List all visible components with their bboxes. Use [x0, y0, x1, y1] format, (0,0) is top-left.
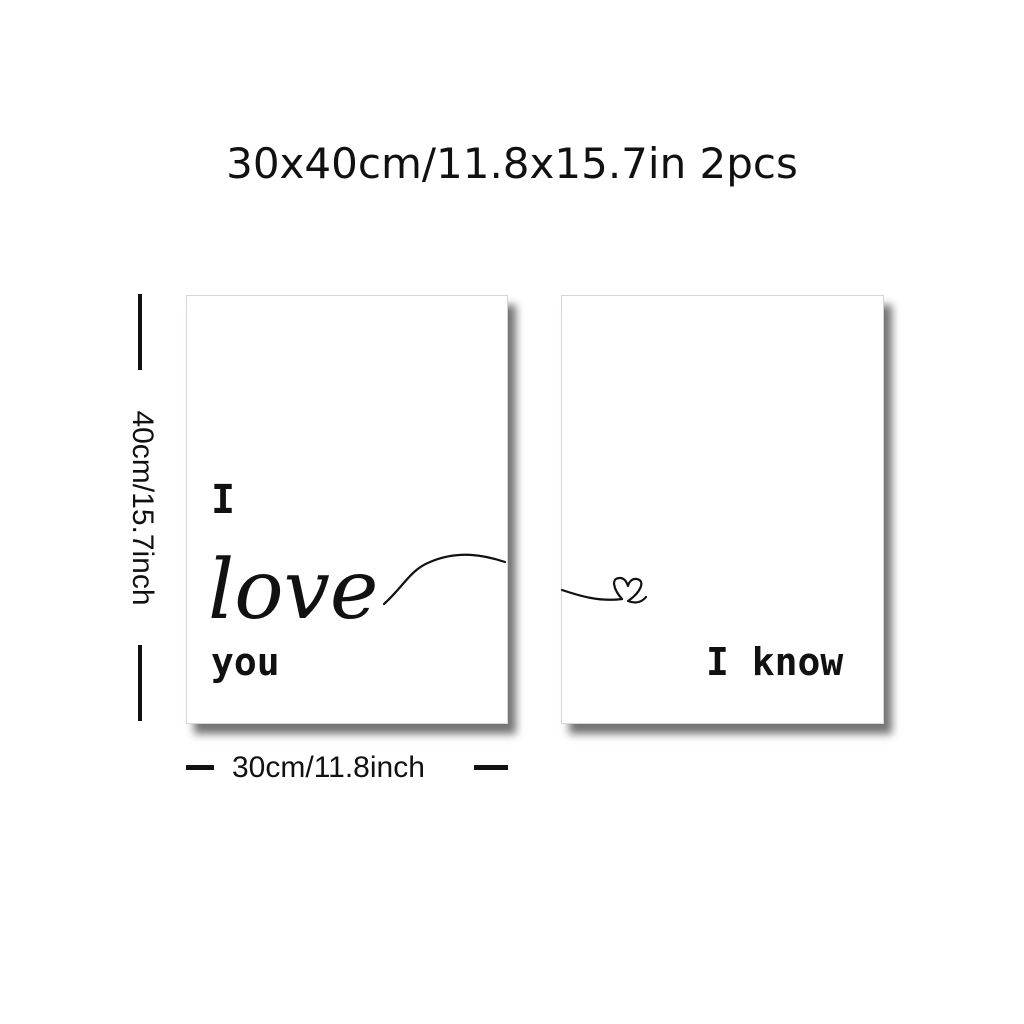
- height-dimension-label: 40cm/15.7inch: [126, 410, 159, 606]
- size-title: 30x40cm/11.8x15.7in 2pcs: [226, 139, 798, 188]
- right-panel-text-i-know: I know: [706, 640, 844, 684]
- left-panel-word-you: you: [211, 640, 280, 684]
- height-dimension-line-bottom: [138, 645, 142, 721]
- left-panel-word-i: I: [211, 477, 236, 523]
- width-dimension-line-right: [474, 765, 508, 770]
- height-dimension-line-top: [138, 294, 142, 370]
- width-dimension-label: 30cm/11.8inch: [232, 751, 425, 784]
- left-print-panel: [186, 295, 508, 724]
- width-dimension-line-left: [186, 765, 214, 770]
- right-print-panel: [561, 295, 884, 724]
